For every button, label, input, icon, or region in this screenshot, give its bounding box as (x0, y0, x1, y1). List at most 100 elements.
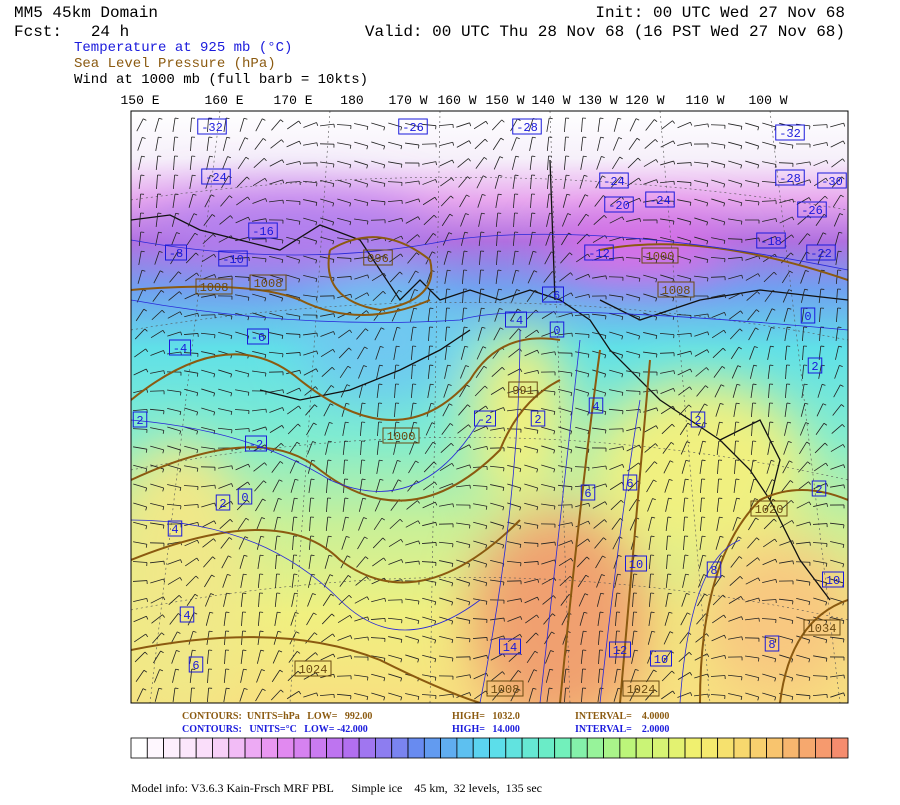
wind-barb-feather (311, 479, 314, 480)
color-bar-cell (718, 738, 734, 758)
temperature-label: -4 (173, 342, 187, 356)
temperature-label: -2 (249, 438, 263, 452)
color-bar-cell (294, 738, 310, 758)
temperature-label: -32 (201, 121, 223, 135)
temperature-label: 14 (503, 641, 517, 655)
wind-barb-feather (651, 536, 654, 537)
wind-barb-feather (673, 221, 674, 224)
wind-barb-feather (708, 124, 709, 127)
pressure-label: 996 (367, 252, 389, 266)
color-bar-cell (571, 738, 587, 758)
color-bar-cell (669, 738, 685, 758)
color-bar-cell (538, 738, 554, 758)
wind-barb-feather (571, 373, 572, 376)
wind-barb-feather (520, 449, 521, 452)
wind-barb (609, 429, 623, 430)
wind-barb-feather (515, 175, 518, 176)
temperature-label: -8 (169, 247, 183, 261)
wind-barb-feather (209, 631, 212, 632)
longitude-label: 170 W (388, 93, 427, 108)
longitude-label: 160 W (437, 93, 476, 108)
temperature-label: 12 (613, 644, 627, 658)
field-temperature: Temperature at 925 mb (°C) (74, 40, 292, 56)
color-bar-cell (261, 738, 277, 758)
color-bar-cell (375, 738, 391, 758)
temperature-label: -18 (760, 235, 782, 249)
temperature-label: 6 (584, 487, 591, 501)
pressure-label: 991 (512, 384, 534, 398)
field-wind: Wind at 1000 mb (full barb = 10kts) (74, 72, 368, 88)
temperature-label: -26 (402, 121, 424, 135)
color-bar-cell (359, 738, 375, 758)
color-bar-cell (343, 738, 359, 758)
wind-barb-feather (838, 251, 841, 252)
temperature-legend: CONTOURS: UNITS=°C LOW= -42.000 (182, 724, 368, 735)
longitude-label: 160 E (204, 93, 243, 108)
temperature-label: 4 (592, 400, 599, 414)
wind-barb-feather (464, 251, 467, 252)
field-pressure: Sea Level Pressure (hPa) (74, 56, 276, 72)
color-bar-cell (245, 738, 261, 758)
color-bar-cell (441, 738, 457, 758)
temperature-label: -28 (516, 121, 538, 135)
temperature-label: 2 (136, 414, 143, 428)
color-bar-cell (604, 738, 620, 758)
pressure-legend: CONTOURS: UNITS=hPa LOW= 992.00 (182, 711, 372, 722)
wind-barb-feather (708, 314, 709, 317)
color-bar-cell (750, 738, 766, 758)
wind-barb-feather (282, 240, 283, 243)
longitude-label: 100 W (748, 93, 787, 108)
color-bar-cell (490, 738, 506, 758)
wind-barb-feather (452, 658, 453, 661)
temperature-label: -2 (478, 413, 492, 427)
color-bar-cell (685, 738, 701, 758)
temperature-label: 10 (654, 653, 668, 667)
wind-barb-feather (311, 555, 314, 556)
color-bar-cell (783, 738, 799, 758)
color-bar-cell (229, 738, 245, 758)
color-bar-cell (587, 738, 603, 758)
wind-barb-feather (333, 164, 334, 167)
temperature-label: 8 (710, 564, 717, 578)
temperature-label: -26 (801, 204, 823, 218)
temperature-label: 2 (694, 414, 701, 428)
wind-barb-feather (464, 327, 467, 328)
color-bar-cell (212, 738, 228, 758)
wind-barb-feather (651, 612, 654, 613)
temperature-label: 0 (241, 491, 248, 505)
temperature-label: 8 (768, 638, 775, 652)
pressure-high: HIGH= 1032.0 (452, 711, 520, 722)
pressure-label: 1034 (808, 622, 837, 636)
color-bar-cell (278, 738, 294, 758)
pressure-label: 1008 (254, 277, 283, 291)
temperature-label: 0 (553, 324, 560, 338)
color-bar-cell (392, 738, 408, 758)
temperature-label: 10 (629, 558, 643, 572)
wind-barb-feather (413, 327, 416, 328)
color-bar-cell (164, 738, 180, 758)
model-info: Model info: V3.6.3 Kain-Frsch MRF PBL Si… (131, 781, 542, 795)
temperature-label: -32 (779, 127, 801, 141)
temperature-label: -30 (821, 175, 843, 189)
wind-barb-feather (657, 390, 658, 393)
temperature-label: -20 (608, 199, 630, 213)
init-time: Init: 00 UTC Wed 27 Nov 68 (595, 4, 845, 22)
pressure-label: 1008 (200, 281, 229, 295)
color-bar-cell (636, 738, 652, 758)
color-bar-cell (652, 738, 668, 758)
wind-barb-feather (469, 525, 470, 528)
wind-barb-feather (265, 373, 266, 376)
temperature-label: 2 (815, 483, 822, 497)
color-bar-cell (701, 738, 717, 758)
wind-barb-feather (163, 525, 164, 528)
wind-barb-feather (515, 251, 518, 252)
longitude-label: 150 E (120, 93, 159, 108)
wind-barb (711, 125, 725, 126)
longitude-label: 150 W (485, 93, 524, 108)
color-bar-cell (555, 738, 571, 758)
wind-barb-feather (753, 460, 756, 461)
temperature-label: -16 (252, 225, 274, 239)
temperature-label: -28 (779, 172, 801, 186)
